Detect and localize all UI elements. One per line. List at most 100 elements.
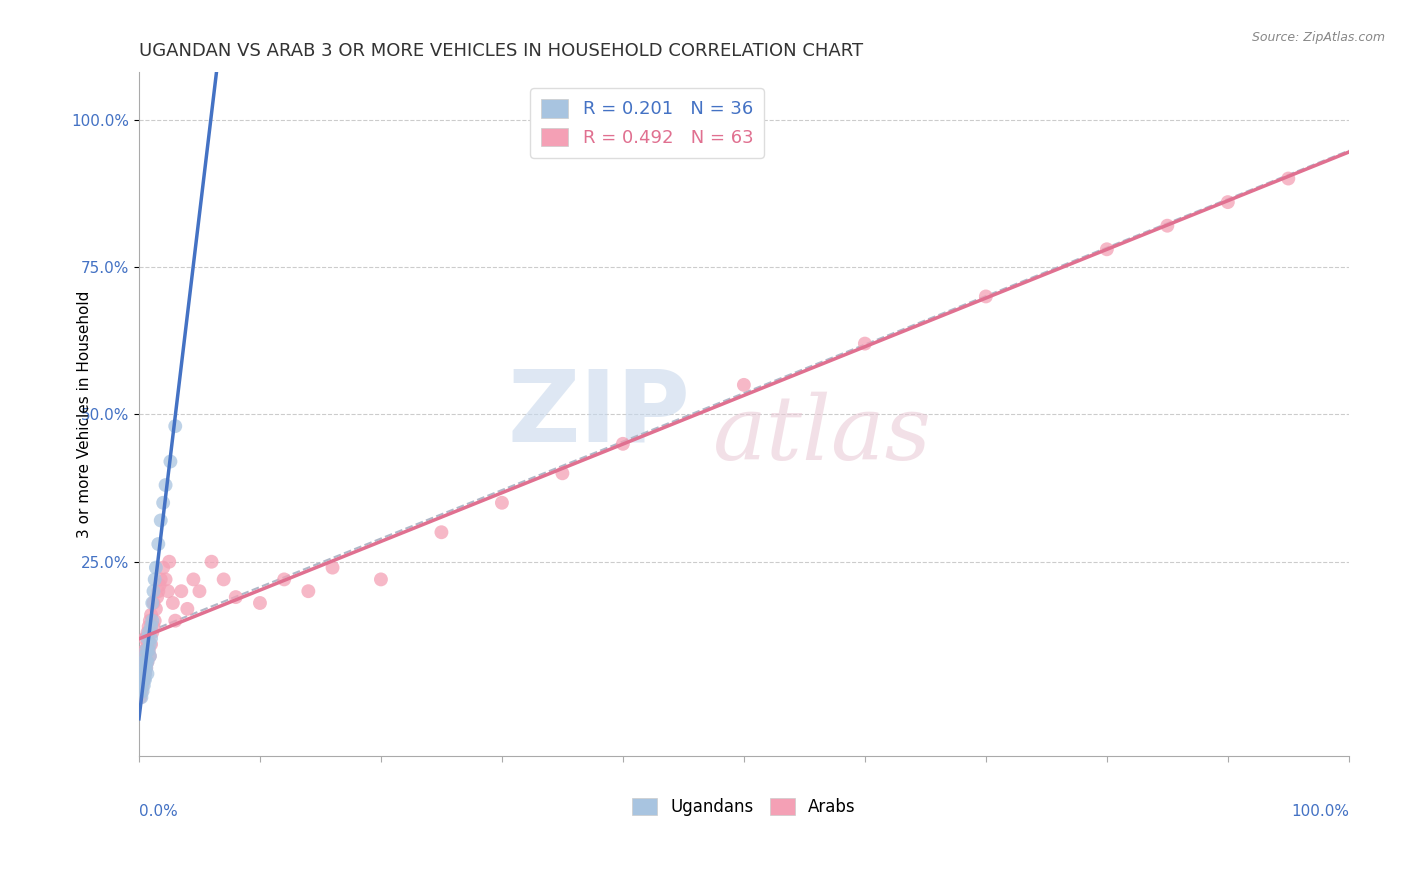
Point	[165, 614, 187, 628]
Text: UGANDAN VS ARAB 3 OR MORE VEHICLES IN HOUSEHOLD CORRELATION CHART: UGANDAN VS ARAB 3 OR MORE VEHICLES IN HO…	[139, 42, 863, 60]
Point	[149, 573, 172, 587]
Point	[139, 632, 162, 646]
Point	[131, 666, 153, 681]
Text: Source: ZipAtlas.com: Source: ZipAtlas.com	[1251, 31, 1385, 45]
Point	[132, 661, 155, 675]
Point	[156, 584, 179, 599]
Point	[733, 377, 755, 392]
Point	[139, 637, 162, 651]
Point	[249, 596, 271, 610]
Point	[132, 679, 155, 693]
Point	[132, 673, 155, 687]
Point	[129, 684, 152, 698]
Point	[143, 614, 166, 628]
Point	[134, 666, 156, 681]
Point	[136, 655, 159, 669]
Point	[297, 584, 319, 599]
Point	[134, 648, 156, 663]
Point	[183, 573, 205, 587]
Point	[152, 496, 174, 510]
Point	[176, 602, 198, 616]
Point	[136, 625, 159, 640]
Legend: Ugandans, Arabs: Ugandans, Arabs	[626, 791, 863, 823]
Point	[170, 584, 193, 599]
Point	[135, 661, 157, 675]
Point	[188, 584, 211, 599]
Point	[134, 673, 156, 687]
Point	[131, 679, 153, 693]
Point	[138, 619, 160, 633]
Point	[370, 573, 392, 587]
Text: 100.0%: 100.0%	[1291, 804, 1348, 819]
Point	[152, 560, 174, 574]
Point	[139, 619, 162, 633]
Point	[135, 643, 157, 657]
Point	[136, 632, 159, 646]
Point	[132, 648, 155, 663]
Point	[145, 602, 167, 616]
Point	[138, 643, 160, 657]
Point	[136, 655, 159, 669]
Point	[139, 607, 162, 622]
Point	[134, 643, 156, 657]
Point	[131, 666, 153, 681]
Point	[139, 648, 162, 663]
Point	[225, 590, 247, 604]
Point	[132, 655, 155, 669]
Point	[135, 643, 157, 657]
Point	[162, 596, 184, 610]
Point	[146, 590, 169, 604]
Point	[139, 648, 162, 663]
Point	[134, 661, 156, 675]
Point	[148, 584, 170, 599]
Text: 3 or more Vehicles in Household: 3 or more Vehicles in Household	[77, 291, 91, 538]
Point	[136, 637, 159, 651]
Point	[132, 673, 155, 687]
Point	[430, 525, 453, 540]
Point	[131, 673, 153, 687]
Point	[129, 690, 152, 705]
Point	[131, 655, 153, 669]
Point	[159, 454, 181, 468]
Point	[165, 419, 187, 434]
Point	[145, 560, 167, 574]
Point	[1216, 195, 1239, 210]
Point	[212, 573, 235, 587]
Point	[139, 614, 162, 628]
Point	[273, 573, 295, 587]
Point	[322, 560, 344, 574]
Point	[155, 478, 177, 492]
Point	[149, 513, 172, 527]
Point	[551, 467, 574, 481]
Point	[131, 684, 153, 698]
Point	[134, 655, 156, 669]
Text: ZIP: ZIP	[508, 366, 690, 463]
Point	[138, 643, 160, 657]
Point	[141, 625, 163, 640]
Point	[135, 655, 157, 669]
Text: 0.0%: 0.0%	[139, 804, 177, 819]
Point	[142, 596, 165, 610]
Point	[148, 578, 170, 592]
Point	[148, 537, 170, 551]
Text: atlas: atlas	[713, 392, 932, 478]
Point	[1156, 219, 1178, 233]
Point	[142, 584, 165, 599]
Point	[131, 666, 153, 681]
Point	[157, 555, 180, 569]
Point	[138, 625, 160, 640]
Point	[139, 637, 162, 651]
Point	[141, 596, 163, 610]
Point	[129, 679, 152, 693]
Point	[200, 555, 222, 569]
Point	[142, 619, 165, 633]
Point	[143, 573, 166, 587]
Point	[131, 679, 153, 693]
Point	[853, 336, 876, 351]
Point	[131, 684, 153, 698]
Point	[491, 496, 513, 510]
Point	[136, 666, 159, 681]
Point	[974, 289, 997, 303]
Point	[134, 632, 156, 646]
Point	[612, 437, 634, 451]
